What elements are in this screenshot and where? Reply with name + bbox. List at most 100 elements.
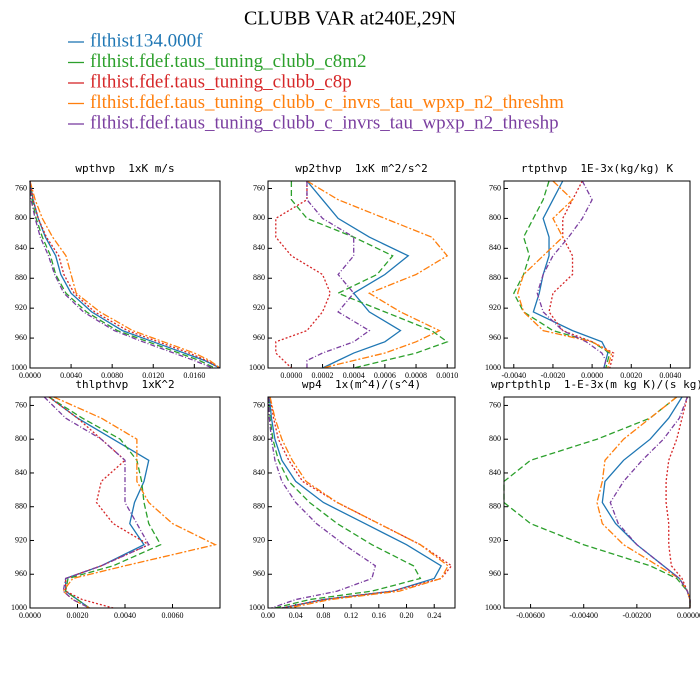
y-tick-label: 880 <box>253 273 265 282</box>
y-tick-label: 920 <box>253 303 265 312</box>
profile-line <box>268 396 377 609</box>
y-tick-label: 880 <box>15 273 27 282</box>
x-tick-label: 0.16 <box>372 611 386 620</box>
x-tick-label: -0.00400 <box>569 611 598 620</box>
profile-line <box>53 396 218 609</box>
x-tick-label: 0.0008 <box>405 371 427 380</box>
x-tick-label: 0.0020 <box>620 371 642 380</box>
y-tick-label: 800 <box>489 434 501 443</box>
legend-label: flthist.fdef.taus_tuning_clubb_c_invrs_t… <box>90 92 564 113</box>
profile-line <box>29 180 221 369</box>
y-tick-label: 840 <box>15 468 27 477</box>
y-tick-label: 920 <box>489 303 501 312</box>
y-tick-label: 840 <box>253 243 265 252</box>
panel-title: wp2thvp 1xK m^2/s^2 <box>295 162 427 175</box>
profile-line <box>306 180 449 369</box>
y-tick-label: 840 <box>489 468 501 477</box>
legend-label: flthist.fdef.taus_tuning_clubb_c8m2 <box>90 51 367 72</box>
profile-line <box>29 180 216 369</box>
y-tick-label: 760 <box>253 400 265 409</box>
y-tick-label: 880 <box>489 273 501 282</box>
profile-line <box>48 396 162 609</box>
x-tick-label: 0.0000 <box>280 371 302 380</box>
y-tick-label: 920 <box>253 535 265 544</box>
y-tick-label: 960 <box>15 569 27 578</box>
x-tick-label: 0.0160 <box>183 371 205 380</box>
profile-line <box>269 396 449 609</box>
y-tick-label: 840 <box>253 468 265 477</box>
y-tick-label: 760 <box>15 400 27 409</box>
profile-line <box>269 396 453 609</box>
legend-label: flthist134.000f <box>90 30 203 51</box>
x-tick-label: 0.0000 <box>19 611 41 620</box>
profile-line <box>29 180 214 369</box>
y-tick-label: 960 <box>489 333 501 342</box>
figure-title: CLUBB VAR at240E,29N <box>244 8 456 30</box>
plot-frame <box>29 180 221 369</box>
panel-title: wp4 1x(m^4)/(s^4) <box>302 378 421 391</box>
profile-line <box>306 180 410 369</box>
x-tick-label: -0.0020 <box>541 371 566 380</box>
y-tick-label: 800 <box>253 213 265 222</box>
x-tick-label: 0.0040 <box>659 371 681 380</box>
x-tick-label: 0.24 <box>427 611 441 620</box>
x-tick-label: 0.0040 <box>114 611 136 620</box>
profile-line <box>665 396 691 608</box>
panel-title: rtpthvp 1E-3x(kg/kg) K <box>521 162 674 175</box>
y-tick-label: 760 <box>489 183 501 192</box>
x-tick-label: 0.04 <box>289 611 303 620</box>
profile-line <box>275 181 332 369</box>
y-tick-label: 1000 <box>11 363 27 372</box>
y-tick-label: 760 <box>489 400 501 409</box>
y-tick-label: 880 <box>253 502 265 511</box>
profile-line <box>532 180 609 369</box>
x-tick-label: 0.0010 <box>436 371 458 380</box>
y-tick-label: 960 <box>253 333 265 342</box>
x-tick-label: 0.00 <box>261 611 275 620</box>
y-tick-label: 880 <box>15 502 27 511</box>
x-tick-label: 0.0000 <box>581 371 603 380</box>
y-tick-label: 840 <box>15 243 27 252</box>
x-tick-label: 0.0000 <box>19 371 41 380</box>
legend-label: flthist.fdef.taus_tuning_clubb_c8p <box>90 71 352 92</box>
y-tick-label: 800 <box>15 434 27 443</box>
y-tick-label: 1000 <box>485 603 501 612</box>
x-tick-label: 0.0080 <box>101 371 123 380</box>
x-tick-label: 0.12 <box>344 611 358 620</box>
legend-label: flthist.fdef.taus_tuning_clubb_c_invrs_t… <box>90 112 559 133</box>
y-tick-label: 960 <box>253 569 265 578</box>
x-tick-label: -0.0040 <box>501 371 526 380</box>
profile-line <box>43 396 150 609</box>
profile-line <box>48 396 150 609</box>
y-tick-label: 880 <box>489 502 501 511</box>
profile-line <box>48 396 151 609</box>
x-tick-label: 0.0120 <box>142 371 164 380</box>
plot-frame <box>267 180 456 369</box>
profile-line <box>609 396 691 608</box>
y-tick-label: 760 <box>253 183 265 192</box>
profile-line <box>268 396 422 609</box>
y-tick-label: 920 <box>15 303 27 312</box>
profile-line <box>503 396 691 608</box>
profile-line <box>29 180 221 369</box>
profile-line <box>306 181 371 368</box>
y-tick-label: 1000 <box>11 603 27 612</box>
y-tick-label: 760 <box>15 183 27 192</box>
y-tick-label: 920 <box>489 535 501 544</box>
y-tick-label: 800 <box>253 434 265 443</box>
y-tick-label: 840 <box>489 243 501 252</box>
plot-frame <box>267 396 456 609</box>
y-tick-label: 920 <box>15 535 27 544</box>
y-tick-label: 1000 <box>485 363 501 372</box>
panel-title: wprtpthlp 1-E-3x(m kg K)/(s kg) <box>491 378 700 391</box>
plot-frame <box>503 180 691 369</box>
x-tick-label: 0.0020 <box>67 611 89 620</box>
y-tick-label: 800 <box>489 213 501 222</box>
x-tick-label: 0.08 <box>316 611 330 620</box>
x-tick-label: 0.0006 <box>374 371 396 380</box>
x-tick-label: 0.0004 <box>343 371 365 380</box>
x-tick-label: 0.0040 <box>60 371 82 380</box>
panel-title: wpthvp 1xK m/s <box>75 162 174 175</box>
